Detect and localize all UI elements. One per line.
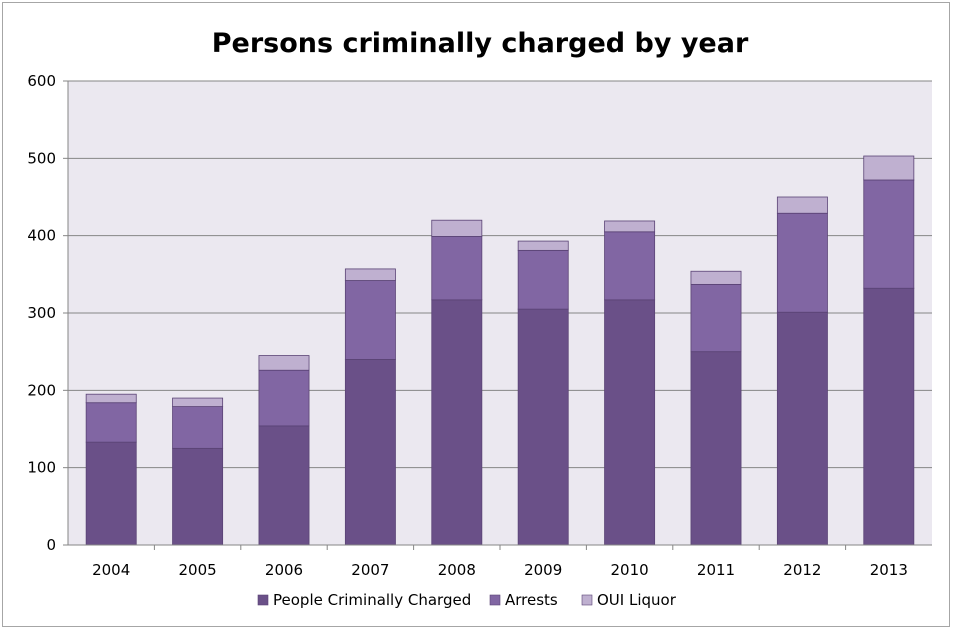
- bar-2006-series-1: [258, 369, 310, 427]
- legend-item: Arrests: [489, 591, 558, 609]
- bar-2012-series-2: [776, 196, 828, 214]
- bars: [85, 155, 915, 546]
- bar-2013-series-1: [863, 179, 915, 289]
- y-tick-label: 100: [27, 459, 56, 477]
- bar-2012-series-0: [776, 311, 828, 546]
- bar-2004-series-2: [85, 393, 137, 404]
- bar-2013-series-2: [863, 155, 915, 181]
- y-tick-label: 500: [27, 149, 56, 167]
- y-tick-label: 0: [46, 536, 56, 554]
- bar-2009-series-2: [517, 240, 569, 251]
- bar-2009-series-0: [517, 308, 569, 546]
- bar-2005-series-1: [172, 406, 224, 449]
- legend: People Criminally Charged Arrests OUI Liqu…: [257, 591, 677, 609]
- x-tick-label: 2007: [351, 561, 389, 579]
- x-tick-label: 2012: [783, 561, 821, 579]
- bar-2013-series-0: [863, 287, 915, 546]
- bar-2006-series-2: [258, 355, 310, 371]
- x-axis-ticks: 2004 2005 2006 2007 2008 2009 2010 2011 2012 2013: [92, 545, 908, 579]
- legend-label: Arrests: [505, 591, 558, 609]
- y-tick-label: 300: [27, 304, 56, 322]
- x-tick-label: 2005: [179, 561, 217, 579]
- bar-2004-series-0: [85, 441, 137, 546]
- bar-2008-series-0: [431, 299, 483, 546]
- legend-label: OUI Liquor: [597, 591, 677, 609]
- bar-2007-series-0: [344, 358, 396, 546]
- x-tick-label: 2013: [870, 561, 908, 579]
- legend-swatch: [581, 594, 593, 606]
- y-tick-label: 400: [27, 227, 56, 245]
- x-tick-label: 2006: [265, 561, 303, 579]
- bar-2010-series-1: [604, 231, 656, 301]
- bar-2006-series-0: [258, 425, 310, 546]
- bar-2010-series-0: [604, 299, 656, 546]
- bar-2005-series-2: [172, 397, 224, 407]
- x-tick-label: 2008: [438, 561, 476, 579]
- y-tick-label: 200: [27, 381, 56, 399]
- x-tick-label: 2009: [524, 561, 562, 579]
- bar-2011-series-1: [690, 283, 742, 353]
- bar-2007-series-1: [344, 280, 396, 360]
- bar-2004-series-1: [85, 402, 137, 443]
- x-tick-label: 2010: [611, 561, 649, 579]
- legend-item: OUI Liquor: [581, 591, 677, 609]
- x-tick-label: 2004: [92, 561, 130, 579]
- x-tick-label: 2011: [697, 561, 735, 579]
- bar-2005-series-0: [172, 447, 224, 546]
- bar-2010-series-2: [604, 220, 656, 233]
- y-tick-label: 600: [27, 72, 56, 90]
- bar-2012-series-1: [776, 212, 828, 313]
- bar-2009-series-1: [517, 249, 569, 310]
- bar-2007-series-2: [344, 268, 396, 281]
- legend-item: People Criminally Charged: [257, 591, 471, 609]
- legend-swatch: [257, 594, 269, 606]
- bar-2008-series-1: [431, 236, 483, 301]
- legend-swatch: [489, 594, 501, 606]
- legend-label: People Criminally Charged: [273, 591, 471, 609]
- chart-title: Persons criminally charged by year: [212, 28, 749, 59]
- bar-2008-series-2: [431, 219, 483, 237]
- bar-2011-series-0: [690, 351, 742, 546]
- y-axis-ticks: 0 100 200 300 400 500 600: [27, 72, 68, 554]
- bar-2011-series-2: [690, 270, 742, 285]
